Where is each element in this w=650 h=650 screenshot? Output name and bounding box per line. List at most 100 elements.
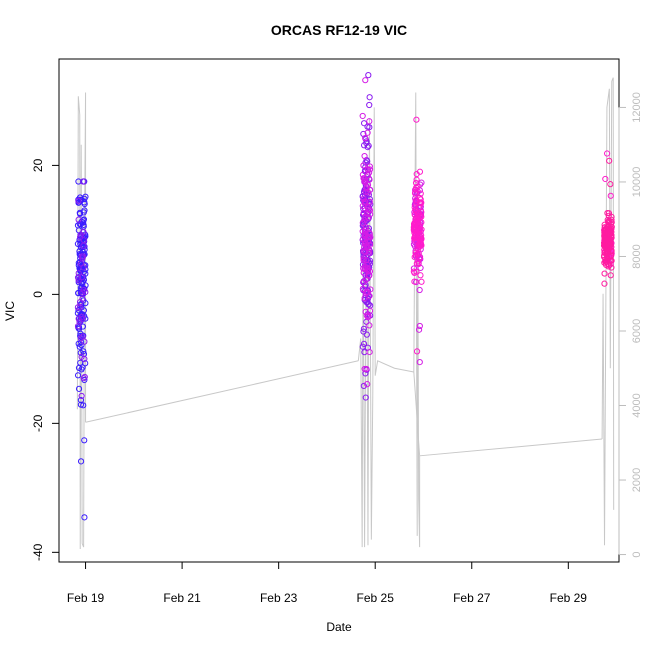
plot-frame	[58, 58, 620, 563]
chart-title: ORCAS RF12-19 VIC	[271, 22, 407, 38]
x-tick-label: Feb 21	[163, 591, 201, 605]
vic-point	[608, 225, 615, 233]
vic-point	[366, 230, 373, 237]
vic-point	[81, 373, 88, 381]
vic-point	[77, 349, 84, 356]
vic-point	[607, 241, 614, 248]
vic-point	[79, 255, 86, 262]
altitude-trace	[76, 77, 615, 549]
vic-point	[412, 206, 419, 213]
vic-point	[360, 340, 368, 347]
vic-point	[366, 94, 373, 101]
vic-point	[413, 268, 420, 275]
vic-point	[363, 331, 370, 338]
vic-point	[364, 299, 371, 306]
vic-point	[362, 77, 369, 84]
vic-point	[80, 178, 87, 185]
y-tick-label: -40	[31, 543, 45, 561]
x-tick-label: Feb 27	[453, 591, 491, 605]
vic-point	[413, 348, 421, 355]
vic-point	[415, 213, 422, 220]
vic-point	[74, 274, 82, 281]
vic-point	[77, 335, 84, 342]
vic-point	[601, 270, 608, 277]
vic-point	[74, 304, 82, 311]
vic-point	[363, 185, 370, 192]
vic-point	[366, 348, 373, 356]
vic-point	[81, 338, 88, 345]
vic-point	[362, 134, 369, 142]
vic-point	[607, 181, 614, 188]
vic-point	[77, 458, 85, 465]
vic-point	[359, 112, 366, 120]
vic-point	[79, 289, 86, 296]
vic-point	[411, 211, 418, 218]
y-right-tick-label: 8000	[631, 244, 643, 268]
vic-point	[78, 366, 85, 373]
vic-point	[364, 261, 371, 268]
vic-point	[362, 394, 369, 401]
altitude-flight-trace	[601, 77, 615, 546]
y-axis-left: -40 -20 0 20	[31, 158, 60, 561]
vic-point	[366, 268, 374, 275]
vic-point	[413, 260, 420, 267]
vic-point	[601, 249, 608, 257]
vic-point	[75, 340, 82, 347]
vic-point	[366, 322, 373, 329]
vic-point	[360, 162, 367, 169]
vic-point	[77, 397, 85, 404]
vic-point	[76, 209, 83, 216]
vic-point	[366, 307, 374, 314]
vic-point	[413, 199, 420, 206]
vic-point	[359, 202, 366, 210]
vic-point	[76, 304, 84, 311]
vic-point	[418, 199, 425, 206]
y-right-tick-label: 2000	[631, 468, 643, 492]
vic-point	[603, 150, 611, 157]
vic-point	[601, 231, 608, 238]
vic-point	[607, 232, 614, 239]
y-tick-label: 20	[31, 158, 45, 172]
vic-point	[603, 250, 610, 257]
vic-point	[412, 251, 419, 259]
vic-point	[604, 209, 611, 217]
vic-point	[80, 375, 87, 382]
vic-point	[82, 193, 89, 200]
vic-point	[602, 235, 609, 242]
y-tick-label: -20	[31, 414, 45, 432]
vic-point	[79, 278, 86, 285]
vic-points	[74, 72, 615, 521]
vic-point	[417, 272, 424, 279]
vic-point	[81, 355, 88, 363]
vic-point	[362, 178, 369, 185]
vic-point	[608, 219, 615, 226]
x-axis: Feb 19 Feb 21 Feb 23 Feb 25 Feb 27 Feb 29	[67, 561, 587, 605]
vic-point	[362, 276, 369, 283]
vic-point	[365, 214, 372, 221]
vic-point	[601, 229, 608, 236]
vic-point	[77, 401, 85, 408]
vic-point	[412, 221, 419, 228]
vic-point	[601, 280, 608, 287]
y-axis-label: VIC	[3, 301, 17, 321]
vic-point	[75, 315, 82, 322]
vic-point	[363, 264, 370, 271]
vic-point	[360, 142, 368, 149]
vic-point	[74, 372, 82, 379]
vic-point	[364, 381, 371, 388]
vic-point	[413, 116, 420, 123]
vic-point	[366, 272, 373, 279]
vic-point	[365, 72, 372, 79]
vic-point	[366, 101, 373, 109]
vic-point	[364, 243, 371, 251]
vic-point	[416, 322, 423, 330]
vic-point	[76, 343, 83, 350]
vic-point	[78, 274, 86, 281]
vic-point	[81, 437, 88, 444]
vic-point	[364, 129, 371, 136]
x-tick-label: Feb 25	[357, 591, 395, 605]
x-axis-label: Date	[326, 620, 352, 634]
vic-point	[78, 313, 85, 321]
vic-point	[74, 222, 82, 229]
